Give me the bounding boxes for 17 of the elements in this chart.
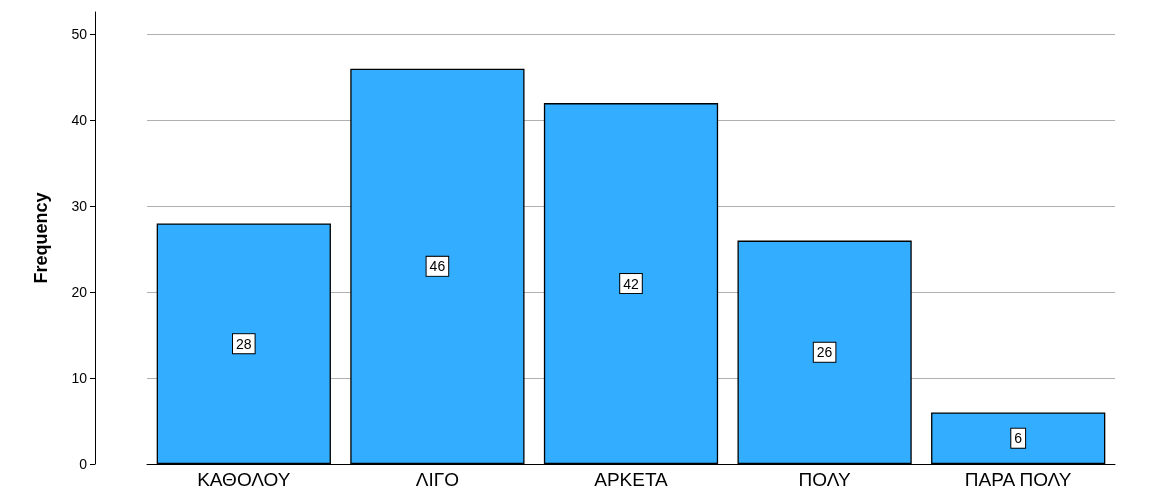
y-axis-title: Frequency xyxy=(31,192,51,284)
data-label: 42 xyxy=(623,275,639,292)
data-label: 26 xyxy=(816,344,833,361)
y-tick-label: 0 xyxy=(79,456,88,472)
y-tick-label: 50 xyxy=(71,26,88,43)
y-tick-label: 30 xyxy=(71,198,88,215)
data-label: 6 xyxy=(1014,430,1023,447)
x-tick-label: ΛΙΓΟ xyxy=(415,469,460,490)
y-tick-label: 40 xyxy=(71,112,88,129)
x-tick-label: ΑΡΚΕΤΑ xyxy=(594,469,669,490)
x-tick-label: ΚΑΘΟΛΟΥ xyxy=(197,469,291,490)
x-tick-label: ΠΑΡΑ ΠΟΛΥ xyxy=(964,469,1072,490)
x-tick-label: ΠΟΛΥ xyxy=(798,469,851,490)
data-label: 46 xyxy=(429,258,446,275)
y-tick-label: 20 xyxy=(71,284,88,301)
data-label: 28 xyxy=(236,335,252,352)
y-tick-label: 10 xyxy=(71,370,88,387)
